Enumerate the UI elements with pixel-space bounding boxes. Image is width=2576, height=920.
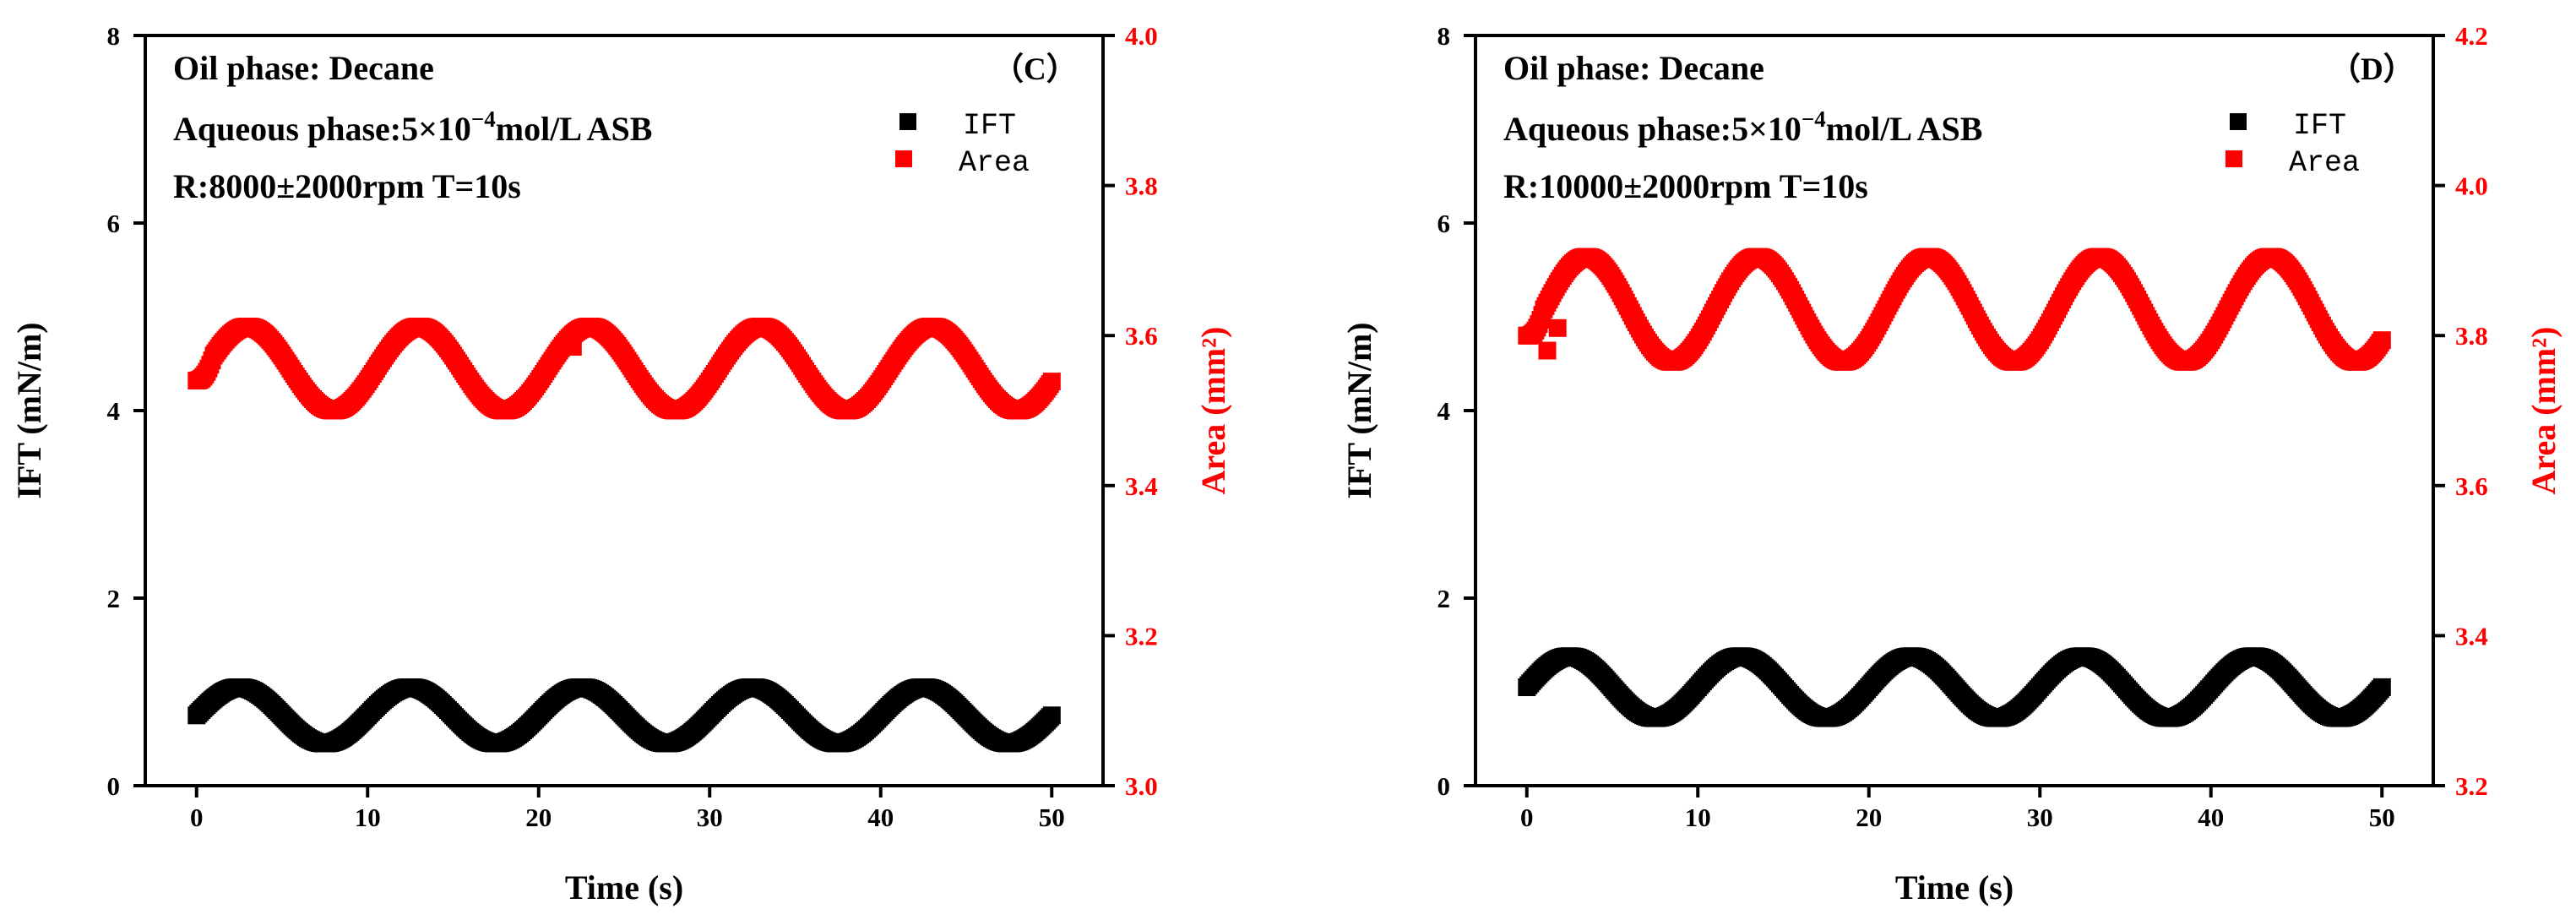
legend-ift-marker: [899, 113, 916, 130]
x-tick-label: 30: [697, 803, 723, 832]
x-tick-label: 20: [1856, 803, 1882, 832]
y2-tick-label: 3.0: [1125, 771, 1158, 801]
area-series: [1518, 248, 2391, 371]
panel-label: （C）: [992, 52, 1078, 87]
y-tick-label: 6: [107, 209, 121, 238]
x-axis-ticks: 0 10 20 30 40 50: [190, 786, 1065, 832]
area-point: [2372, 331, 2391, 350]
y2-tick-label: 4.0: [1125, 21, 1158, 51]
y-tick-label: 4: [107, 396, 121, 426]
y2-tick-label: 4.0: [2455, 171, 2488, 201]
y2-axis-title-text: Area (mm²): [1194, 327, 1232, 495]
ift-series: [187, 678, 1061, 753]
panel-label: （D）: [2329, 52, 2415, 87]
y2-axis-ticks: 3.2 3.4 3.6 3.8 4.0 4.2: [2433, 21, 2488, 801]
y2-tick-label: 3.2: [1125, 621, 1158, 651]
x-tick-label: 40: [2198, 803, 2224, 832]
y-axis-ticks: 0 2 4 6 8: [1437, 21, 1475, 801]
area-point-outlier: [1548, 318, 1567, 337]
annotation-aqueous-rest: mol/L ASB: [1826, 110, 1983, 148]
y-tick-label: 8: [1437, 21, 1451, 51]
annotation-aqueous-exp: −4: [1802, 106, 1826, 132]
ift-point: [2372, 678, 2391, 696]
annotation-aqueous-rest: mol/L ASB: [496, 110, 653, 148]
annotation-aqueous-exp: −4: [471, 106, 496, 132]
ift-series: [1518, 647, 2391, 727]
y-axis-ticks: 0 2 4 6 8: [107, 21, 145, 801]
x-tick-label: 50: [2369, 803, 2395, 832]
legend-ift-label: IFT: [963, 109, 1016, 143]
y-tick-label: 2: [107, 584, 121, 613]
area-point-outlier: [1538, 341, 1557, 360]
legend: IFT Area: [2225, 109, 2360, 180]
x-tick-label: 10: [355, 803, 381, 832]
x-axis-title: Time (s): [565, 868, 683, 906]
x-tick-label: 0: [190, 803, 204, 832]
annotation-aqueous-base: Aqueous phase:5×10: [1503, 110, 1802, 148]
y-tick-label: 8: [107, 21, 121, 51]
y-tick-label: 0: [1437, 771, 1451, 801]
y2-axis-title-text: Area (mm²): [2524, 327, 2562, 495]
x-axis-ticks: 0 10 20 30 40 50: [1520, 786, 2395, 832]
y2-tick-label: 3.2: [2455, 771, 2488, 801]
y2-tick-label: 3.6: [2455, 471, 2488, 501]
annotation-aqueous-phase: Aqueous phase:5×10−4mol/L ASB: [1503, 106, 1982, 148]
annotation-aqueous-base: Aqueous phase:5×10: [173, 110, 471, 148]
ift-point: [1042, 706, 1061, 725]
x-tick-label: 50: [1039, 803, 1065, 832]
y2-axis-ticks: 3.0 3.2 3.4 3.6 3.8 4.0: [1103, 21, 1158, 801]
y-tick-label: 4: [1437, 396, 1451, 426]
legend-area-label: Area: [2289, 146, 2360, 180]
y2-tick-label: 3.4: [2455, 621, 2488, 651]
y2-tick-label: 3.8: [2455, 321, 2488, 351]
x-tick-label: 20: [525, 803, 552, 832]
area-point: [1042, 373, 1061, 391]
legend-area-marker: [895, 150, 912, 167]
area-series: [187, 318, 1061, 420]
panel-d: 0 10 20 30 40 50 0 2 4 6 8 3.2 3.4 3.6 3.8 4.0 4.2 Tim…: [1340, 21, 2562, 906]
annotation-rotation: R:10000±2000rpm T=10s: [1503, 167, 1868, 205]
legend-ift-label: IFT: [2293, 109, 2346, 143]
y2-tick-label: 3.6: [1125, 321, 1158, 351]
annotation-aqueous-phase: Aqueous phase:5×10−4mol/L ASB: [173, 106, 652, 148]
x-axis-title: Time (s): [1895, 868, 2014, 906]
y-axis-title: IFT (mN/m): [10, 322, 48, 498]
x-tick-label: 30: [2027, 803, 2053, 832]
y-tick-label: 6: [1437, 209, 1451, 238]
y2-tick-label: 4.2: [2455, 21, 2488, 51]
annotation-rotation: R:8000±2000rpm T=10s: [173, 167, 521, 205]
annotation-oil-phase: Oil phase: Decane: [1503, 49, 1764, 87]
area-point-outlier: [563, 338, 582, 356]
y2-tick-label: 3.4: [1125, 471, 1158, 501]
legend: IFT Area: [895, 109, 1030, 180]
legend-ift-marker: [2230, 113, 2247, 130]
y2-tick-label: 3.8: [1125, 171, 1158, 201]
annotation-oil-phase: Oil phase: Decane: [173, 49, 434, 87]
legend-area-label: Area: [959, 146, 1030, 180]
panel-c: 0 10 20 30 40 50 0 2 4 6 8 3.0 3.2 3.4 3.6 3.8 4.0 Tim…: [10, 21, 1232, 906]
y-axis-title: IFT (mN/m): [1340, 322, 1378, 498]
x-tick-label: 0: [1520, 803, 1534, 832]
x-tick-label: 10: [1685, 803, 1711, 832]
y2-axis-title: Area (mm²): [2524, 327, 2562, 495]
y2-axis-title: Area (mm²): [1194, 327, 1232, 495]
legend-area-marker: [2225, 150, 2242, 167]
x-tick-label: 40: [867, 803, 894, 832]
y-tick-label: 2: [1437, 584, 1451, 613]
y-tick-label: 0: [107, 771, 121, 801]
